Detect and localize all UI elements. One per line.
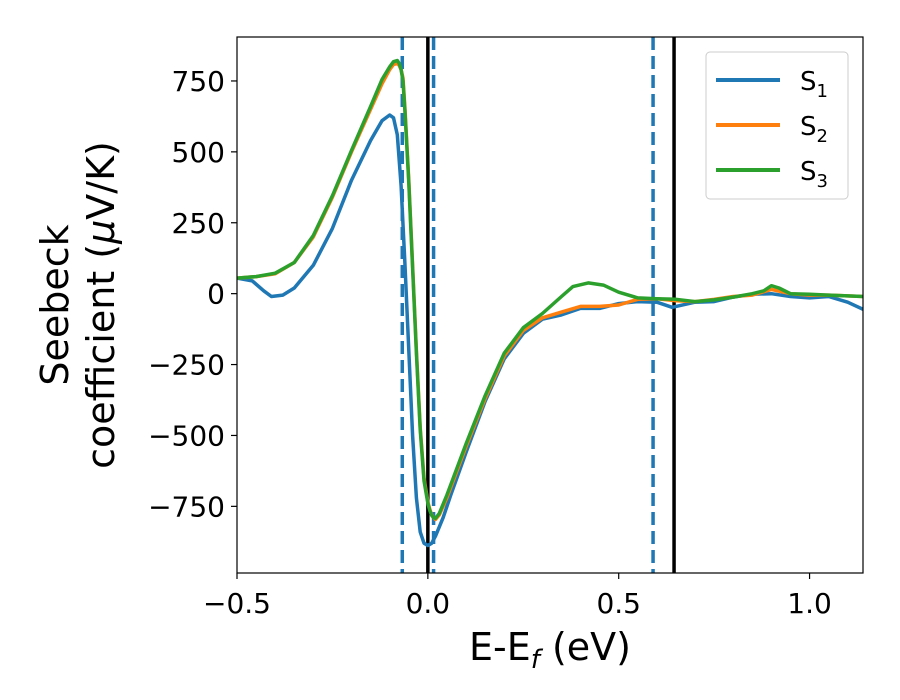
x-tick-label-0: −0.5 xyxy=(203,587,271,620)
vertical-lines xyxy=(400,37,676,573)
y-tick-label-1: 500 xyxy=(172,136,225,169)
x-tick-label-1: 0.0 xyxy=(406,587,451,620)
legend-label-3: S3 xyxy=(800,157,828,192)
y-tick-label-5: −500 xyxy=(148,419,225,452)
x-tick-label-3: 1.0 xyxy=(787,587,832,620)
y-axis-label-line1: Seebeck xyxy=(33,224,77,385)
plot-frame xyxy=(236,36,864,574)
series-line-3 xyxy=(237,58,863,521)
series-lines xyxy=(237,58,863,548)
x-tick-label-2: 0.5 xyxy=(596,587,641,620)
y-axis-ticks: 750 500 250 0 −250 −500 −750 xyxy=(148,65,237,523)
x-axis-ticks: −0.5 0.0 0.5 1.0 xyxy=(203,573,832,620)
y-tick-label-3: 0 xyxy=(207,278,225,311)
x-axis-label: E-Ef (eV) xyxy=(469,625,631,675)
y-axis-label-line2: coefficient (μV/K) xyxy=(79,141,123,469)
y-tick-label-2: 250 xyxy=(172,207,225,240)
legend-label-2: S2 xyxy=(800,112,828,147)
y-tick-label-4: −250 xyxy=(148,349,225,382)
y-axis-label: Seebeck coefficient (μV/K) xyxy=(33,141,123,469)
legend-label-1: S1 xyxy=(800,67,828,102)
y-tick-label-0: 750 xyxy=(172,65,225,98)
legend: S1 S2 S3 xyxy=(705,51,849,200)
y-tick-label-6: −750 xyxy=(148,490,225,523)
